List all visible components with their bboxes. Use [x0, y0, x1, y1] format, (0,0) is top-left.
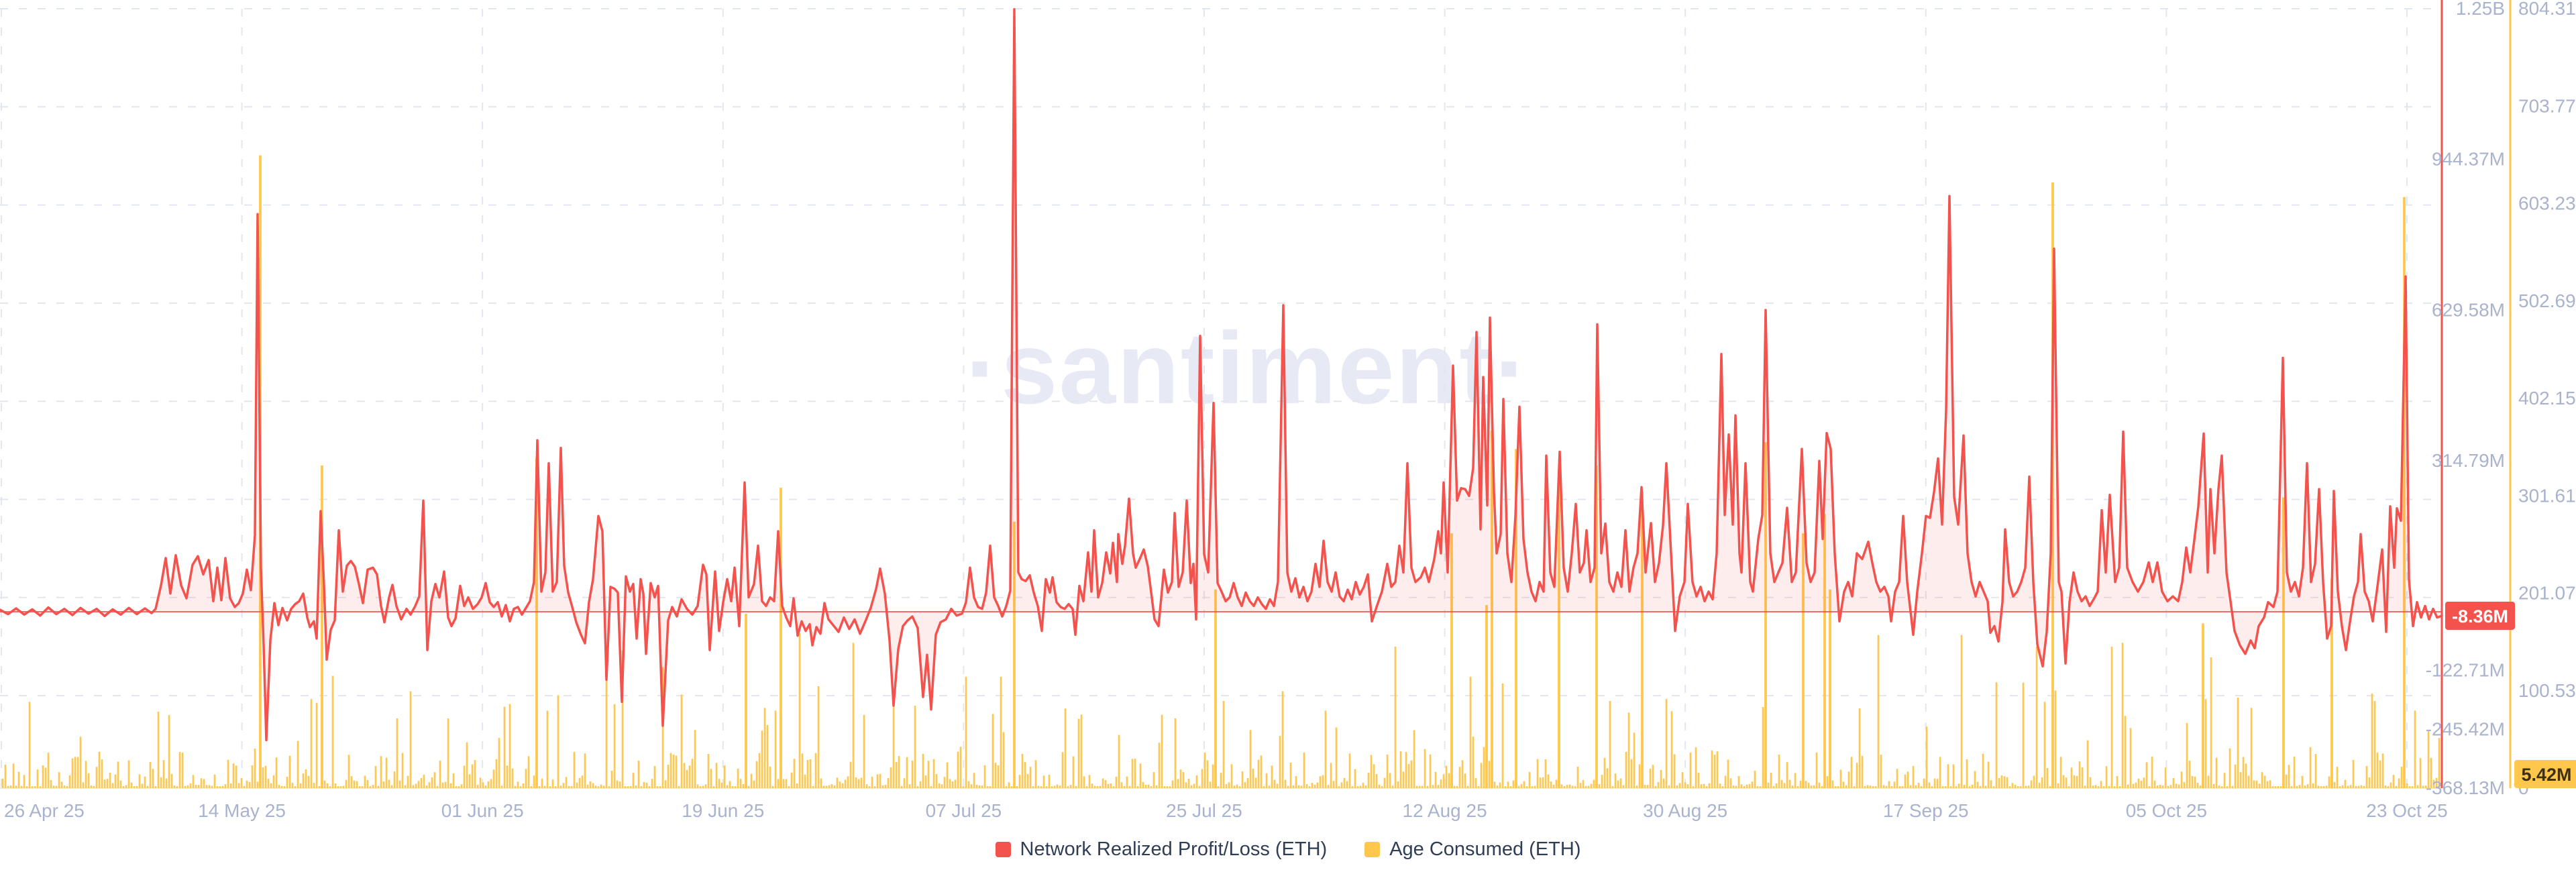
- grid-lines: [0, 8, 2442, 789]
- x-axis-labels: 26 Apr 25 14 May 25 01 Jun 25 19 Jun 25 07 J…: [4, 800, 2448, 821]
- red-axis-current-value-badge: [2445, 601, 2515, 630]
- x-axis-tick-label: 01 Jun 25: [441, 800, 524, 821]
- x-axis-tick-label: 30 Aug 25: [1643, 800, 1727, 821]
- legend-swatch-red-icon: [995, 842, 1011, 857]
- yellow-axis-tick-label: 502.69M: [2518, 290, 2576, 311]
- yellow-axis-tick-label: 703.77M: [2518, 95, 2576, 116]
- yellow-badge-text: 5.42M: [2521, 765, 2571, 785]
- x-axis-tick-label: 12 Aug 25: [1403, 800, 1487, 821]
- age-consumed-bars: [1, 155, 2440, 788]
- x-axis-tick-label: 05 Oct 25: [2126, 800, 2207, 821]
- x-axis-tick-label: 07 Jul 25: [926, 800, 1002, 821]
- red-axis-tick-label: 314.79M: [2432, 450, 2505, 471]
- legend-item-network-realized-profit-loss[interactable]: Network Realized Profit/Loss (ETH): [995, 838, 1328, 861]
- x-axis-tick-label: 23 Oct 25: [2366, 800, 2447, 821]
- red-axis-tick-label: 629.58M: [2432, 299, 2505, 320]
- legend-label: Age Consumed (ETH): [1389, 838, 1581, 860]
- yellow-axis-tick-label: 100.53M: [2518, 680, 2576, 701]
- x-axis-tick-label: 19 Jun 25: [682, 800, 764, 821]
- red-badge-text: -8.36M: [2452, 606, 2508, 626]
- legend-item-age-consumed[interactable]: Age Consumed (ETH): [1364, 838, 1580, 861]
- yellow-axis-tick-label: 301.61M: [2518, 485, 2576, 506]
- red-axis-tick-label: -122.71M: [2426, 660, 2505, 681]
- x-axis-tick-label: 26 Apr 25: [4, 800, 85, 821]
- legend-swatch-yellow-icon: [1364, 842, 1381, 857]
- yellow-axis-tick-label: 603.23M: [2518, 193, 2576, 214]
- x-axis-tick-label: 17 Sep 25: [1883, 800, 1969, 821]
- chart-legend: Network Realized Profit/Loss (ETH) Age C…: [0, 838, 2576, 861]
- x-axis-tick-label: 14 May 25: [198, 800, 286, 821]
- yellow-axis-tick-label: 804.31M: [2518, 0, 2576, 19]
- red-axis-tick-label: 1.25B: [2456, 0, 2505, 19]
- yellow-axis-tick-label: 201.07M: [2518, 583, 2576, 604]
- yellow-axis-tick-label: 402.15M: [2518, 388, 2576, 408]
- red-axis-tick-label: 944.37M: [2432, 149, 2505, 170]
- right-axes: [2440, 0, 2512, 788]
- x-axis-tick-label: 25 Jul 25: [1166, 800, 1242, 821]
- y-axis-labels: 1.25B 944.37M 629.58M 314.79M -122.71M -245.4…: [2426, 0, 2576, 798]
- legend-label: Network Realized Profit/Loss (ETH): [1020, 838, 1328, 860]
- current-value-badges: -8.36M 5.42M: [2445, 601, 2576, 788]
- red-axis-tick-label: -368.13M: [2426, 777, 2505, 798]
- network-realized-profit-loss-series: [0, 7, 2443, 742]
- red-axis-tick-label: -245.42M: [2426, 718, 2505, 739]
- yellow-axis-current-value-badge: [2514, 760, 2576, 788]
